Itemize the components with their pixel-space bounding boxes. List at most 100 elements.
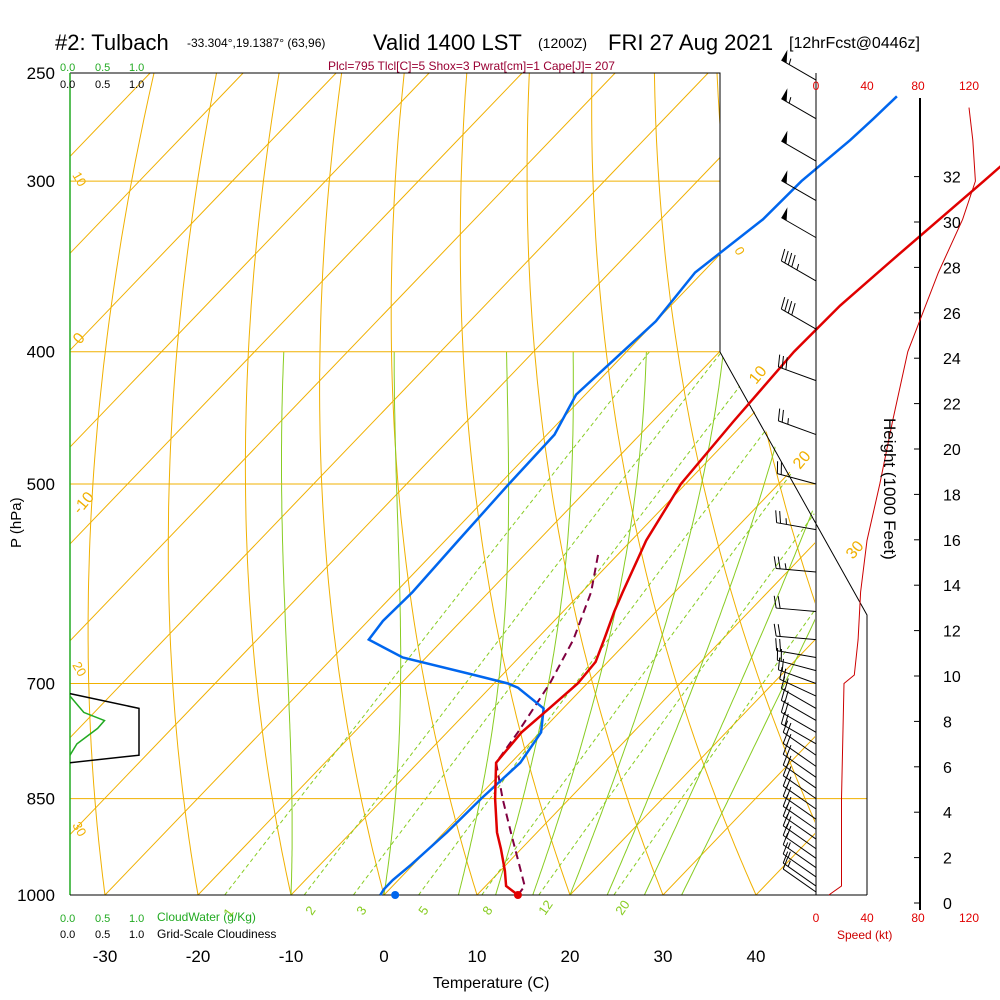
cloudwater-tick-bottom: 0.5 <box>95 913 110 925</box>
wind-barb-staff <box>782 795 817 820</box>
wind-barb-flag <box>781 207 788 221</box>
pressure-tick-label: 700 <box>27 675 55 694</box>
wind-barb-staff <box>776 522 817 531</box>
stability-indices: Plcl=795 Tlcl[C]=5 Shox=3 Pwrat[cm]=1 Ca… <box>328 59 615 73</box>
speed-tick-bottom: 40 <box>860 911 874 925</box>
mixing-ratio-label: 5 <box>415 903 431 918</box>
dry-adiabat-line <box>244 73 292 895</box>
wind-barb-half <box>796 263 800 271</box>
wind-barb-full <box>782 833 789 845</box>
wind-barb <box>782 731 817 767</box>
wind-barb-staff <box>779 678 817 697</box>
wind-barb-full <box>782 857 789 870</box>
wind-barb-staff <box>776 635 817 641</box>
valid-time-z: (1200Z) <box>538 35 587 51</box>
speed-tick-bottom: 80 <box>911 911 925 925</box>
wind-speed-line <box>828 107 976 896</box>
wind-barb-full <box>782 763 789 776</box>
height-axis-title: Height (1000 Feet) <box>880 418 899 560</box>
speed-tick-top: 0 <box>813 79 820 93</box>
wind-barb-staff <box>778 420 817 436</box>
wind-barb-full <box>786 825 792 838</box>
wind-barb-full <box>787 300 793 314</box>
wind-barb-staff <box>781 308 817 330</box>
moist-adiabat-line <box>281 351 293 895</box>
surface-temperature-marker <box>513 891 522 899</box>
wind-barb-staff <box>781 217 817 239</box>
wind-barb-full <box>773 595 777 609</box>
wind-barb-staff <box>782 753 817 778</box>
wind-barb-full <box>777 596 781 609</box>
station-title: #2: Tulbach <box>55 30 169 55</box>
wind-barb-full <box>777 657 781 670</box>
wind-barb-full <box>782 794 789 807</box>
wind-barb-full <box>777 624 781 637</box>
wind-barb-half <box>787 860 791 867</box>
wind-barb-full <box>773 556 777 569</box>
wind-barb-full <box>781 355 784 369</box>
pressure-axis-title: P (hPa) <box>8 497 25 548</box>
wind-barb <box>780 711 817 745</box>
wind-barb-full <box>782 842 789 855</box>
isotherm-label: 10 <box>69 169 89 189</box>
wind-barb-full <box>784 250 789 264</box>
wind-barb-full <box>784 678 789 691</box>
wind-barb-staff <box>781 723 817 745</box>
dry-adiabat-line <box>842 73 1000 895</box>
wind-barb-staff <box>782 764 817 789</box>
isotherm-label: 20 <box>69 659 89 679</box>
cloudiness-tick-bottom: 1.0 <box>129 929 144 941</box>
mixing-ratio-line <box>224 351 650 895</box>
wind-barb-full <box>791 254 796 268</box>
wind-barb-full <box>782 774 789 787</box>
isotherm-line <box>849 73 1000 895</box>
wind-barb-staff <box>777 473 817 485</box>
wind-barb <box>782 833 817 869</box>
wind-barb-full <box>780 700 786 713</box>
height-tick-label: 26 <box>943 306 961 323</box>
wind-barb-staff <box>782 853 817 878</box>
forecast-info: [12hrFcst@0446z] <box>789 35 920 52</box>
parcel-line <box>495 551 600 896</box>
wind-barb <box>777 408 817 436</box>
valid-time: Valid 1400 LST <box>373 30 522 55</box>
cloudwater-tick-bottom: 1.0 <box>129 913 144 925</box>
wind-barb-staff <box>782 775 817 800</box>
moist-adiabat-line <box>383 351 402 895</box>
dry-adiabat-line <box>591 73 757 895</box>
speed-tick-top: 120 <box>959 79 979 93</box>
cloudwater-line <box>69 695 106 756</box>
wind-barb <box>776 647 817 672</box>
height-tick-label: 22 <box>943 397 961 414</box>
wind-barb-full <box>782 784 789 797</box>
height-tick-label: 0 <box>943 896 952 913</box>
dry-adiabat-label: -10 <box>70 489 98 518</box>
speed-tick-top: 40 <box>860 79 874 93</box>
wind-barb-half <box>787 851 791 858</box>
isotherm-line <box>662 73 815 895</box>
forecast-date: FRI 27 Aug 2021 <box>608 30 773 55</box>
temperature-tick-label: 0 <box>379 947 388 966</box>
wind-barb-full <box>782 851 789 864</box>
wind-barb-staff <box>776 607 817 613</box>
plot-frame <box>70 72 868 895</box>
wind-barb-staff <box>781 687 817 709</box>
pressure-tick-label: 850 <box>27 790 55 809</box>
isotherm-line <box>476 73 815 895</box>
wind-barb <box>780 248 817 282</box>
wind-barb-full <box>784 702 789 715</box>
wind-barb-full <box>791 302 796 316</box>
height-tick-label: 16 <box>943 533 961 550</box>
wind-barb <box>782 720 817 756</box>
wind-barb-full <box>780 248 786 262</box>
wind-barb-staff <box>778 366 817 382</box>
wind-barb-staff <box>782 815 817 840</box>
mixing-ratio-label: 3 <box>353 903 369 918</box>
wind-barb-staff <box>776 650 817 659</box>
dry-adiabat-line <box>87 73 155 895</box>
pressure-tick-label: 400 <box>27 343 55 362</box>
height-tick-label: 18 <box>943 487 961 504</box>
wind-barb-half <box>788 58 792 65</box>
wind-barb-staff <box>781 98 817 120</box>
